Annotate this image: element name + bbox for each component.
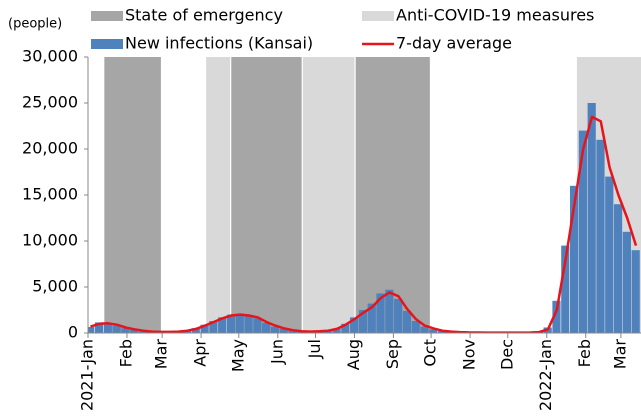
bar bbox=[569, 185, 579, 333]
bar bbox=[350, 317, 359, 333]
legend-label: Anti-COVID-19 measures bbox=[396, 6, 594, 25]
legend-label: New infections (Kansai) bbox=[125, 34, 313, 53]
x-tick-label: Aug bbox=[344, 339, 363, 370]
bar bbox=[253, 318, 262, 333]
bar bbox=[631, 250, 640, 333]
x-tick-label: Feb bbox=[575, 339, 594, 367]
bar bbox=[235, 313, 244, 333]
bar bbox=[112, 325, 121, 333]
bar bbox=[429, 329, 438, 333]
bar bbox=[200, 324, 209, 333]
bar bbox=[367, 303, 376, 333]
bar bbox=[94, 322, 104, 333]
x-tick-label: May bbox=[228, 339, 247, 372]
axes: 0 5,000 10,000 15,000 20,000 25,000 30,000 2021… bbox=[22, 47, 641, 411]
x-tick-label: Jul bbox=[305, 339, 324, 359]
legend-swatch bbox=[91, 11, 123, 21]
bar bbox=[218, 317, 227, 333]
period-band bbox=[355, 57, 430, 333]
bar bbox=[613, 204, 623, 333]
bar bbox=[402, 310, 412, 333]
bar bbox=[341, 323, 350, 333]
data-layer bbox=[88, 103, 640, 333]
x-tick-label: Oct bbox=[421, 339, 440, 367]
bar bbox=[191, 328, 200, 333]
bar bbox=[358, 310, 368, 333]
bar bbox=[244, 315, 253, 333]
bar bbox=[279, 328, 288, 333]
bar bbox=[103, 323, 112, 333]
bar bbox=[270, 326, 280, 333]
bar bbox=[438, 330, 447, 333]
x-tick-label: Nov bbox=[460, 339, 479, 370]
x-tick-label: Dec bbox=[497, 339, 516, 370]
legend-label: State of emergency bbox=[125, 6, 283, 25]
legend-swatch bbox=[362, 11, 394, 21]
y-tick-label: 5,000 bbox=[32, 277, 78, 296]
x-tick-label: Mar bbox=[610, 339, 629, 370]
x-tick-label: Jun bbox=[267, 339, 286, 365]
bar bbox=[561, 245, 570, 333]
bar bbox=[209, 321, 218, 333]
bar bbox=[552, 300, 561, 333]
average-line bbox=[90, 115, 638, 333]
x-tick-label: Sep bbox=[383, 339, 402, 369]
bar bbox=[394, 298, 403, 333]
bar bbox=[88, 327, 95, 333]
bar bbox=[587, 103, 596, 333]
x-tick-label: Apr bbox=[191, 339, 210, 367]
y-tick-label: 30,000 bbox=[22, 47, 78, 66]
y-tick-label: 0 bbox=[68, 323, 78, 342]
legend-label: 7-day average bbox=[396, 34, 512, 53]
bar bbox=[376, 293, 385, 333]
bar bbox=[596, 139, 605, 333]
legend: State of emergency Anti-COVID-19 measures… bbox=[91, 6, 594, 53]
y-tick-label: 20,000 bbox=[22, 139, 78, 158]
x-tick-label: 2022-Jan bbox=[536, 339, 555, 411]
bar bbox=[578, 130, 587, 333]
period-band bbox=[104, 57, 161, 333]
bar bbox=[332, 328, 341, 333]
period-band bbox=[206, 57, 231, 333]
bar bbox=[420, 326, 429, 333]
bar bbox=[622, 231, 631, 333]
y-unit-label: (people) bbox=[8, 17, 62, 32]
bar bbox=[121, 328, 130, 333]
period-band bbox=[231, 57, 302, 333]
bar bbox=[226, 314, 236, 333]
bar bbox=[411, 321, 420, 333]
bar bbox=[130, 329, 139, 333]
bar bbox=[385, 289, 394, 333]
legend-swatch bbox=[91, 39, 123, 49]
x-tick-label: 2021-Jan bbox=[78, 339, 97, 411]
x-tick-label: Feb bbox=[116, 339, 135, 367]
x-tick-label: Mar bbox=[152, 339, 171, 370]
bar bbox=[138, 330, 148, 333]
bar bbox=[605, 176, 614, 333]
period-band bbox=[302, 57, 355, 333]
bar bbox=[288, 330, 297, 333]
y-tick-label: 15,000 bbox=[22, 185, 78, 204]
y-tick-label: 25,000 bbox=[22, 93, 78, 112]
y-tick-label: 10,000 bbox=[22, 231, 78, 250]
bar bbox=[262, 322, 271, 333]
